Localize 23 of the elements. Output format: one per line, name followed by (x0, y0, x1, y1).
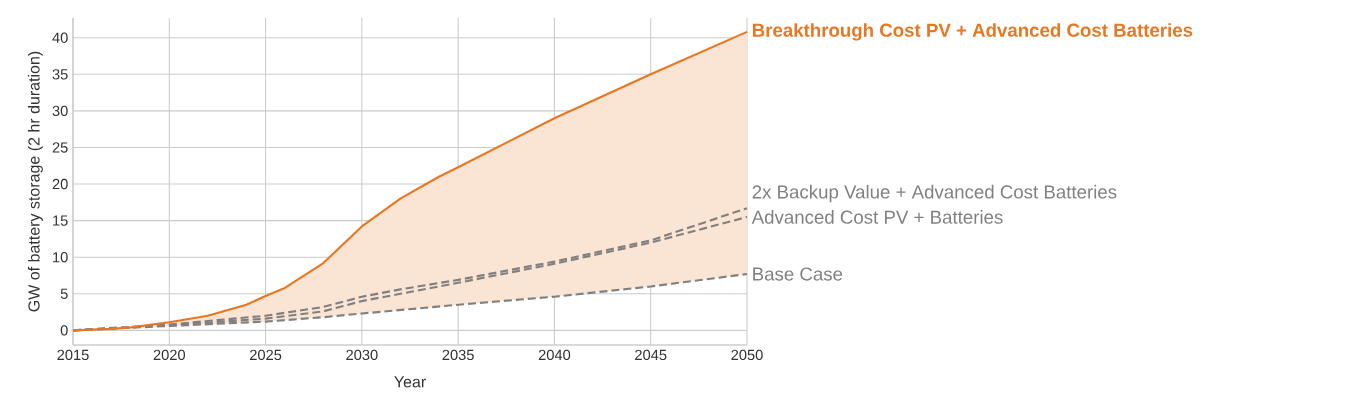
x-tick-label: 2030 (346, 349, 378, 361)
x-tick-label: 2045 (635, 349, 667, 361)
y-tick-label: 25 (52, 142, 68, 153)
y-tick-label: 20 (52, 178, 68, 190)
y-tick-label: 35 (52, 69, 68, 80)
x-tick-label: 2025 (250, 349, 282, 361)
y-axis-title: GW of battery storage (2 hr duration) (27, 51, 43, 312)
x-tick-label: 2040 (538, 349, 571, 361)
x-tick-label: 2050 (731, 349, 763, 361)
x-tick-label: 2015 (57, 349, 89, 361)
y-tick-label: 5 (60, 288, 68, 299)
series-label: Breakthrough Cost PV + Advanced Cost Batteries (752, 23, 1193, 41)
x-axis-title: Year (394, 376, 426, 388)
series-label: Advanced Cost PV + Batteries (751, 210, 1003, 224)
x-tick-label: 2020 (153, 349, 186, 361)
series-label: 2x Backup Value + Advanced Cost Batteries (752, 184, 1117, 203)
y-tick-label: 40 (52, 32, 68, 43)
y-tick-label: 15 (53, 215, 68, 226)
x-tick-label: 2035 (442, 349, 474, 361)
series-label: Base Case (753, 267, 843, 281)
y-tick-label: 0 (60, 325, 68, 336)
y-tick-label: 10 (53, 252, 68, 263)
y-tick-label: 30 (52, 105, 68, 117)
